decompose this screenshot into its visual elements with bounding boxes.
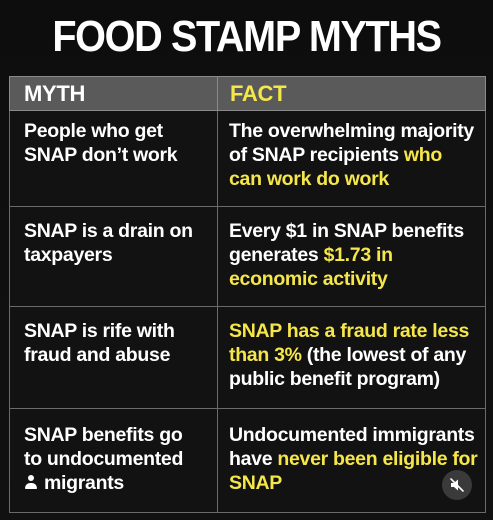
column-divider [217,111,218,206]
fact-highlight: never been eligible for SNAP [229,448,478,494]
fact-text: Undocumented immigrants have [229,424,475,470]
myth-line-text: migrants [44,472,124,494]
fact-column-header: FACT [230,80,287,106]
myth-cell: SNAP benefits go to undocumented migrant… [24,423,210,495]
myth-line: migrants [24,471,210,495]
column-divider [217,307,218,408]
fact-highlight: SNAP has a fraud rate less than 3% [229,320,470,366]
table-header: MYTH FACT [9,76,486,111]
fact-text: The overwhelming majority of SNAP recipi… [229,120,474,166]
table-row: People who get SNAP don’t work The overw… [9,111,486,207]
fact-cell: Undocumented immigrants have never been … [229,423,479,495]
fact-text: Every $1 in SNAP benefits generates [229,220,464,266]
column-divider [217,409,218,512]
fact-cell: The overwhelming majority of SNAP recipi… [229,119,479,191]
column-divider [217,207,218,306]
fact-highlight: $1.73 in economic activity [229,244,393,290]
myth-cell: SNAP is rife with fraud and abuse [24,320,175,366]
myth-line: SNAP benefits go [24,424,183,446]
fact-cell: SNAP has a fraud rate less than 3% (the … [229,319,479,391]
fact-cell: Every $1 in SNAP benefits generates $1.7… [229,219,479,291]
page-title: FOOD STAMP MYTHS [52,12,442,61]
person-icon[interactable] [24,474,38,490]
myth-cell: People who get SNAP don’t work [24,120,178,166]
myth-column-header: MYTH [24,80,86,106]
table-row: SNAP is rife with fraud and abuse SNAP h… [9,307,486,409]
mute-button[interactable] [442,470,472,500]
fact-highlight: who can work do work [229,144,442,190]
myth-fact-table: MYTH FACT People who get SNAP don’t work… [9,76,486,513]
muted-speaker-icon [450,478,464,492]
myth-line: to undocumented [24,448,184,470]
fact-text-end: (the lowest of any public benefit progra… [229,344,467,390]
table-row: SNAP benefits go to undocumented migrant… [9,409,486,513]
table-row: SNAP is a drain on taxpayers Every $1 in… [9,207,486,307]
column-divider [217,77,218,110]
myth-cell: SNAP is a drain on taxpayers [24,220,193,266]
